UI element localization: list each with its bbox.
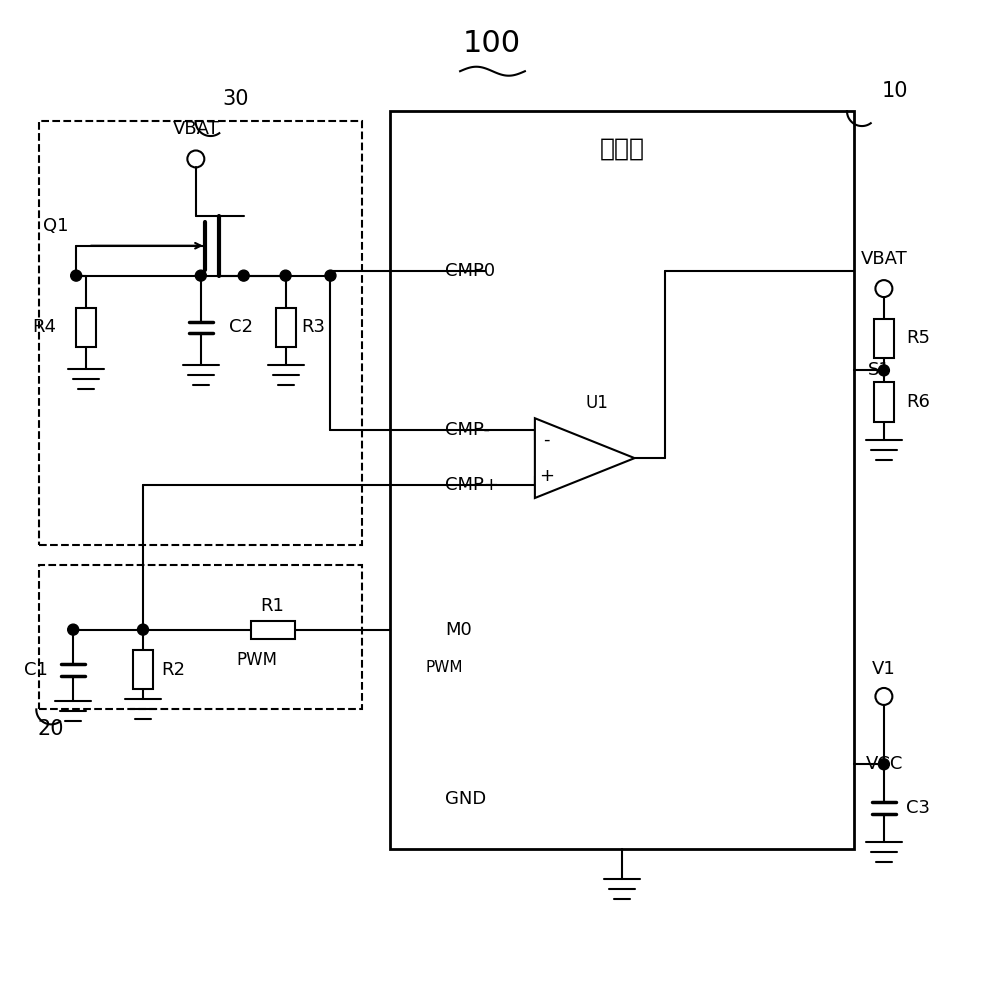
Text: R3: R3	[301, 318, 325, 336]
Text: M0: M0	[445, 621, 472, 639]
Text: VBAT: VBAT	[861, 250, 907, 268]
Text: 30: 30	[222, 89, 248, 109]
Text: R1: R1	[261, 597, 285, 615]
Circle shape	[138, 624, 149, 635]
Circle shape	[879, 365, 889, 376]
Bar	[390, 111, 854, 849]
Bar	[874, 319, 893, 358]
Circle shape	[325, 270, 336, 281]
Text: 20: 20	[37, 719, 64, 739]
Text: C1: C1	[25, 661, 48, 679]
Text: VCC: VCC	[866, 755, 903, 773]
Text: R2: R2	[161, 661, 185, 679]
Circle shape	[71, 270, 82, 281]
Bar	[133, 650, 153, 689]
Bar	[874, 382, 893, 422]
Text: VBAT: VBAT	[172, 120, 220, 138]
Text: C3: C3	[906, 799, 930, 817]
Text: CMP+: CMP+	[445, 476, 499, 494]
Bar	[251, 621, 295, 639]
Circle shape	[238, 270, 249, 281]
Text: 单片机: 单片机	[600, 137, 644, 161]
Circle shape	[68, 624, 79, 635]
Polygon shape	[535, 418, 634, 498]
Text: PWM: PWM	[426, 660, 463, 675]
Text: -: -	[544, 431, 550, 449]
Bar	[39, 565, 362, 709]
Text: 100: 100	[463, 29, 521, 58]
Text: C2: C2	[229, 318, 253, 336]
Text: GND: GND	[445, 790, 487, 808]
Text: V1: V1	[872, 660, 895, 678]
Text: 10: 10	[882, 81, 908, 101]
Text: CMP-: CMP-	[445, 421, 491, 439]
Text: R4: R4	[33, 318, 56, 336]
Circle shape	[879, 759, 889, 770]
Text: Q1: Q1	[42, 217, 68, 235]
Bar	[39, 121, 362, 545]
Text: U1: U1	[585, 394, 608, 412]
Text: +: +	[540, 467, 555, 485]
Bar	[76, 308, 97, 347]
Text: R6: R6	[906, 393, 930, 411]
Text: R5: R5	[906, 329, 930, 347]
Circle shape	[195, 270, 206, 281]
Text: S1: S1	[868, 361, 890, 379]
Text: PWM: PWM	[236, 651, 278, 669]
Bar	[276, 308, 296, 347]
Text: CMP0: CMP0	[445, 262, 495, 280]
Circle shape	[280, 270, 292, 281]
